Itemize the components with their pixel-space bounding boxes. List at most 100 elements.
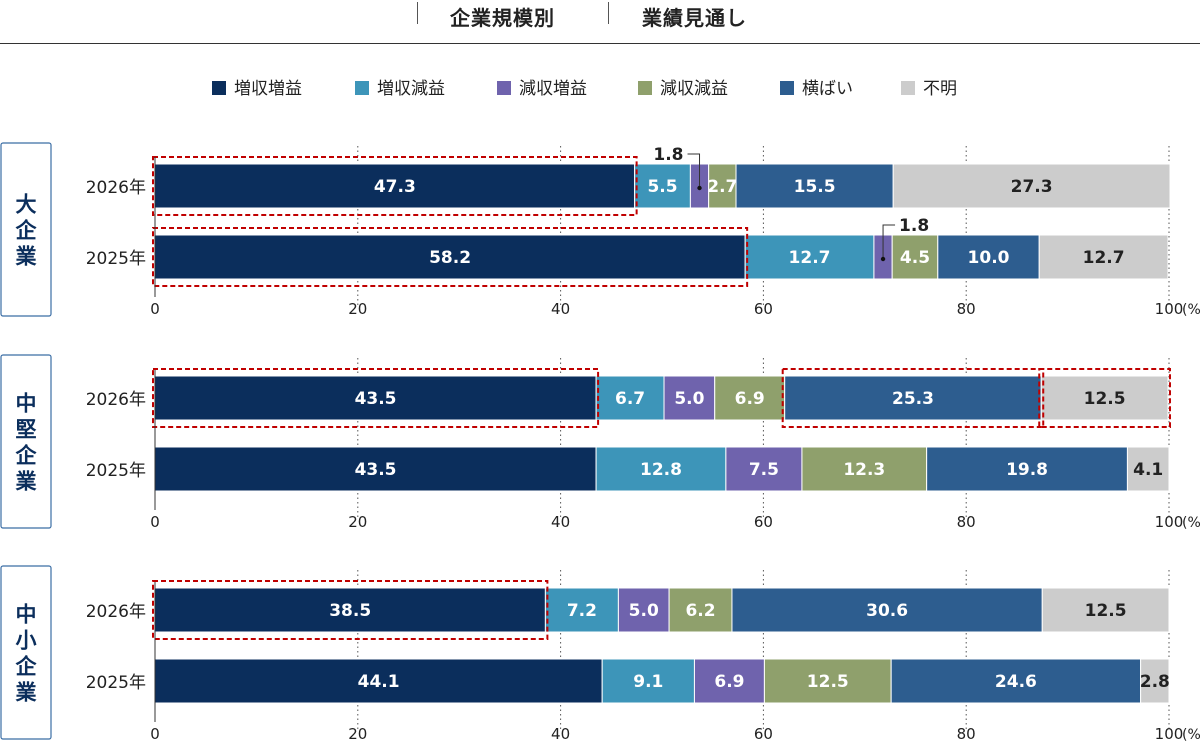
bar-segment	[1126, 446, 1170, 492]
data-label: 25.3	[892, 389, 934, 409]
highlight-box	[152, 580, 549, 640]
bar-segment	[601, 658, 695, 704]
bar-segment	[731, 587, 1043, 633]
x-tick-label: 100	[1155, 513, 1184, 531]
bar-segment	[735, 163, 894, 209]
group-label-char: 企	[15, 219, 38, 243]
data-label: 15.5	[794, 177, 836, 197]
group-label-char: 業	[16, 470, 38, 494]
data-label: 7.2	[567, 601, 597, 621]
bar-segment	[617, 587, 670, 633]
leader-dot	[880, 256, 886, 262]
data-label: 12.5	[807, 672, 849, 692]
data-label: 4.5	[900, 248, 930, 268]
data-label: 2.8	[1140, 672, 1170, 692]
data-label: 44.1	[358, 672, 400, 692]
x-tick-label: 60	[754, 513, 773, 531]
x-tick-label: 20	[348, 300, 367, 318]
x-tick-label: 60	[754, 725, 773, 743]
x-tick-label: 20	[348, 513, 367, 531]
highlight-box	[1038, 368, 1171, 428]
bar-segment	[154, 375, 597, 421]
data-label: 9.1	[633, 672, 663, 692]
data-label: 5.0	[674, 389, 704, 409]
legend-label: 不明	[923, 79, 957, 99]
bar-segment	[1038, 234, 1169, 280]
data-label: 12.3	[843, 460, 885, 480]
chart-header: 企業規模別 業績見通し	[0, 0, 1200, 44]
data-label: 12.7	[1083, 248, 1125, 268]
x-unit-label: (%)	[1182, 727, 1200, 743]
bar-segment	[693, 658, 765, 704]
bar-segment	[891, 234, 939, 280]
group-label-char: 堅	[16, 418, 37, 442]
leader-line	[687, 153, 701, 186]
row-year-label: 2026年	[86, 602, 146, 622]
x-tick-label: 80	[957, 300, 976, 318]
x-tick-label: 40	[551, 300, 570, 318]
bar-segment	[595, 446, 727, 492]
row-year-label: 2025年	[86, 249, 146, 269]
group-label-box	[0, 354, 52, 529]
highlight-box	[152, 227, 749, 287]
leader-line	[882, 224, 896, 257]
legend-label: 増収増益	[234, 79, 302, 99]
x-tick-label: 80	[957, 725, 976, 743]
bar-segment	[1041, 587, 1170, 633]
bar-segment	[784, 375, 1042, 421]
bar-segment	[926, 446, 1128, 492]
bar-segment	[801, 446, 928, 492]
x-unit-label: (%)	[1182, 515, 1200, 531]
x-tick-label: 0	[150, 725, 160, 743]
legend-label: 横ばい	[802, 79, 853, 99]
legend-swatch	[638, 81, 652, 95]
group-label-box	[0, 565, 52, 740]
x-tick-label: 100	[1155, 300, 1184, 318]
data-label: 12.5	[1084, 389, 1126, 409]
data-label: 30.6	[866, 601, 908, 621]
group-label-char: 中	[16, 392, 37, 416]
x-tick-label: 0	[150, 300, 160, 318]
x-tick-label: 40	[551, 725, 570, 743]
data-label: 1.8	[899, 216, 929, 236]
data-label: 58.2	[429, 248, 471, 268]
x-tick-label: 80	[957, 513, 976, 531]
group-label-char: 小	[16, 629, 37, 653]
data-label: 38.5	[329, 601, 371, 621]
group-label-char: 企	[15, 444, 38, 468]
data-label: 43.5	[355, 460, 397, 480]
row-year-label: 2025年	[86, 461, 146, 481]
bar-segment	[668, 587, 733, 633]
bar-segment	[1040, 375, 1169, 421]
data-label: 12.5	[1085, 601, 1127, 621]
x-tick-label: 20	[348, 725, 367, 743]
x-tick-label: 100	[1155, 725, 1184, 743]
highlight-box	[152, 156, 638, 216]
bar-segment	[634, 163, 691, 209]
group-label-box	[0, 142, 52, 317]
header-right-title: 業績見通し	[642, 6, 747, 30]
legend-swatch	[355, 81, 369, 95]
title-separator	[608, 2, 609, 24]
title-separator	[417, 2, 418, 24]
group-label-char: 大	[16, 193, 37, 217]
data-label: 27.3	[1011, 177, 1053, 197]
x-tick-label: 0	[150, 513, 160, 531]
bar-segment	[937, 234, 1040, 280]
legend-swatch	[780, 81, 794, 95]
bar-segment	[154, 234, 746, 280]
data-label: 6.7	[615, 389, 645, 409]
data-label: 1.8	[653, 145, 683, 165]
bar-segment	[890, 658, 1142, 704]
x-tick-label: 60	[754, 300, 773, 318]
data-label: 12.7	[789, 248, 831, 268]
header-rule	[0, 43, 1200, 44]
group-label-char: 企	[15, 655, 38, 679]
data-label: 7.5	[749, 460, 779, 480]
data-label: 6.2	[685, 601, 715, 621]
data-label: 10.0	[968, 248, 1010, 268]
data-label: 43.5	[355, 389, 397, 409]
x-unit-label: (%)	[1182, 302, 1200, 318]
legend-label: 減収減益	[660, 79, 728, 99]
